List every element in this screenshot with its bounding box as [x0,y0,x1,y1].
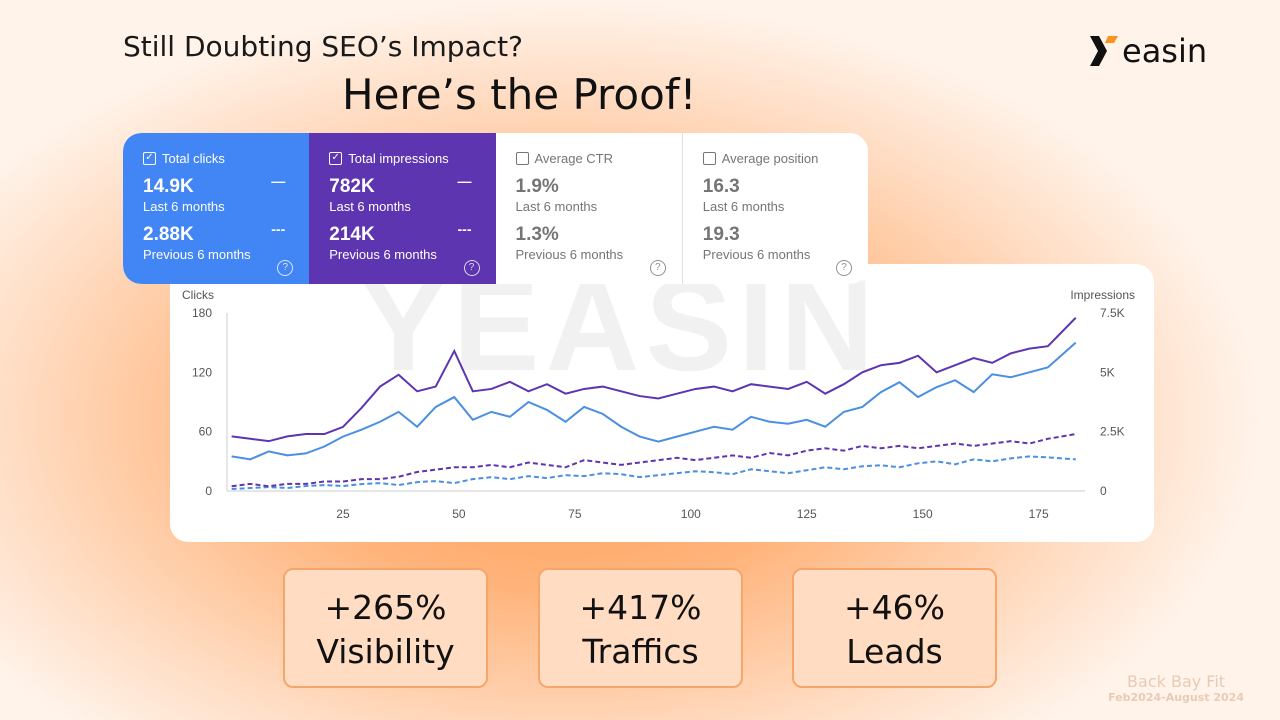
stat-visibility: +265% Visibility [283,568,488,688]
headline-question: Still Doubting SEO’s Impact? [123,30,523,63]
metric-label: Average CTR [534,151,614,166]
headline-proof: Here’s the Proof! [342,70,697,119]
help-icon[interactable]: ? [836,260,853,276]
checkbox-unchecked-icon[interactable] [702,152,716,165]
metric-value: 14.9K [143,176,194,197]
stat-label: Traffics [582,632,699,671]
stat-label: Visibility [316,632,455,671]
y-tick-label: 0 [205,484,212,498]
metric-card-clicks[interactable]: ✓ Total clicks 14.9K Last 6 months 2.88K … [123,133,310,284]
metric-prev-period: Previous 6 months [329,247,437,262]
metric-value: 1.9% [515,176,559,197]
metric-value: 782K [329,176,375,197]
help-icon[interactable]: ? [277,260,294,276]
series-line-clicks-last-6-months- [231,341,1077,461]
metric-cards: ✓ Total clicks 14.9K Last 6 months 2.88K … [123,133,868,284]
metric-period: Last 6 months [702,199,785,214]
x-tick-label: 100 [681,507,701,521]
dashed-line-legend-icon: --- [457,221,472,237]
x-tick-label: 25 [336,507,350,521]
client-name: Back Bay Fit [1127,672,1226,691]
y2-tick-label: 7.5K [1100,306,1125,320]
logo: easin [1090,32,1207,70]
x-tick-label: 175 [1029,507,1049,521]
metric-period: Last 6 months [143,199,225,214]
solid-line-legend-icon: — [457,173,472,189]
help-icon[interactable]: ? [649,260,666,276]
y2-axis-label: Impressions [1070,288,1135,302]
metric-prev-value: 1.3% [515,224,559,245]
series-line-impressions-previous-6-months- [231,433,1076,488]
solid-line-legend-icon: — [271,173,286,189]
x-tick-label: 75 [568,507,582,521]
y-tick-label: 180 [192,306,212,320]
metric-label: Total clicks [162,151,225,166]
metric-card-ctr[interactable]: Average CTR 1.9% Last 6 months 1.3% Prev… [496,133,682,284]
metric-prev-period: Previous 6 months [515,247,624,262]
logo-text: easin [1122,32,1208,70]
help-icon[interactable]: ? [463,260,480,276]
x-tick-label: 150 [913,507,933,521]
y-axis-label: Clicks [182,288,214,302]
metric-prev-value: 19.3 [702,224,740,245]
stat-value: +46% [844,588,945,627]
metric-card-impressions[interactable]: ✓ Total impressions 782K Last 6 months 21… [309,133,496,284]
stat-label: Leads [846,632,943,671]
series-line-clicks-previous-6-months- [231,455,1076,491]
footer: Back Bay Fit Feb2024-August 2024 [1108,672,1244,704]
y-tick-label: 60 [199,425,213,439]
y2-tick-label: 5K [1100,365,1115,379]
x-tick-label: 125 [797,507,817,521]
metric-prev-value: 214K [329,224,375,245]
metric-label: Total impressions [348,151,449,166]
x-tick-label: 50 [452,507,466,521]
series-line-impressions-last-6-months- [231,317,1077,443]
metric-value: 16.3 [702,176,740,197]
dashed-line-legend-icon: --- [271,221,286,237]
metric-period: Last 6 months [515,199,598,214]
date-range: Feb2024-August 2024 [1108,691,1244,704]
checkbox-checked-icon[interactable]: ✓ [143,152,156,165]
chart-panel: Clicks Impressions 0 60 120 180 0 2.5K 5K 7.5K 25 5… [170,264,1154,542]
metric-prev-period: Previous 6 months [702,247,811,262]
y2-tick-label: 2.5K [1100,425,1125,439]
y2-tick-label: 0 [1100,484,1107,498]
checkbox-unchecked-icon[interactable] [515,152,529,165]
metric-prev-period: Previous 6 months [143,247,251,262]
metric-card-position[interactable]: Average position 16.3 Last 6 months 19.3… [681,133,868,284]
performance-chart: Clicks Impressions 0 60 120 180 0 2.5K 5K 7.5K 25 5… [182,288,1135,521]
logo-mark-icon [1090,36,1118,66]
stat-value: +265% [324,588,447,627]
y-tick-label: 120 [192,365,212,379]
stat-value: +417% [579,588,702,627]
stat-traffic: +417% Traffics [538,568,743,688]
stat-leads: +46% Leads [792,568,997,688]
metric-label: Average position [721,151,819,166]
checkbox-checked-icon[interactable]: ✓ [329,152,343,165]
metric-period: Last 6 months [329,199,411,214]
metric-prev-value: 2.88K [143,224,194,245]
